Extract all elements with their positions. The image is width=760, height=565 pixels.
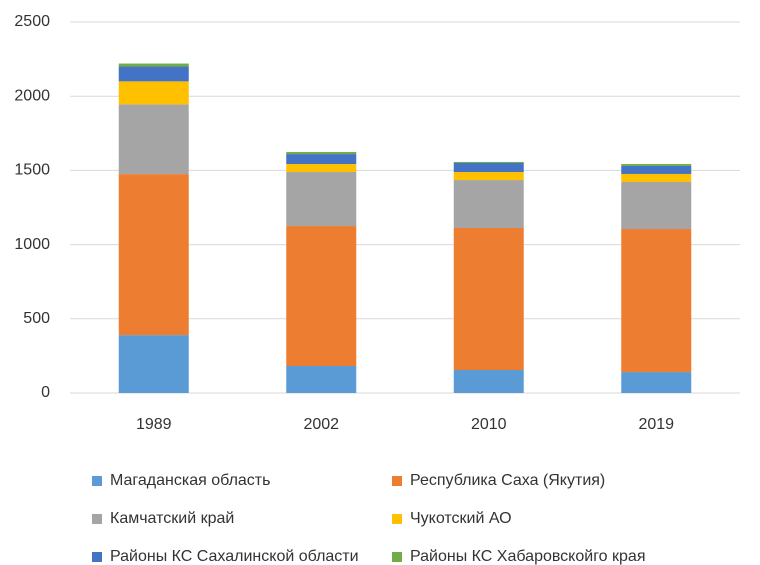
bar-segment <box>453 369 524 393</box>
bar-segment <box>118 81 189 105</box>
bar-segment <box>118 104 189 175</box>
bar-segment <box>286 164 357 173</box>
bar-segment <box>118 63 189 67</box>
bar-segment <box>286 365 357 393</box>
legend-label: Чукотский АО <box>410 510 512 527</box>
bar-segment <box>286 151 357 155</box>
y-tick-label: 1000 <box>14 236 50 253</box>
bar-segment <box>621 372 692 393</box>
bar-segment <box>286 154 357 165</box>
y-tick-label: 500 <box>23 310 50 327</box>
bar-segment <box>621 181 692 230</box>
legend-swatch <box>92 476 102 486</box>
bar-segment <box>621 164 692 166</box>
bar-segment <box>621 173 692 182</box>
y-tick-label: 2500 <box>14 13 50 30</box>
legend-swatch <box>392 514 402 524</box>
y-tick-label: 1500 <box>14 162 50 179</box>
x-tick-label: 1989 <box>136 416 172 433</box>
legend-label: Районы КС Сахалинской области <box>110 548 359 565</box>
bar-segment <box>286 172 357 227</box>
bar-segment <box>118 335 189 393</box>
y-tick-label: 2000 <box>14 87 50 104</box>
bar-segment <box>453 172 524 181</box>
legend-label: Районы КС Хабаровскойго края <box>410 548 645 565</box>
bar-segment <box>118 66 189 82</box>
x-tick-label: 2002 <box>303 416 339 433</box>
bar-segment <box>453 227 524 370</box>
legend-swatch <box>92 552 102 562</box>
bar-segment <box>118 174 189 336</box>
y-tick-label: 0 <box>41 384 50 401</box>
legend-label: Республика Саха (Якутия) <box>410 472 605 489</box>
bar-segment <box>621 165 692 174</box>
legend-swatch <box>392 476 402 486</box>
bar-segment <box>453 162 524 173</box>
bar-segment <box>286 226 357 366</box>
x-tick-label: 2010 <box>471 416 507 433</box>
x-tick-label: 2019 <box>638 416 674 433</box>
legend-label: Камчатский край <box>110 510 234 527</box>
legend-swatch <box>92 514 102 524</box>
bar-segment <box>621 229 692 373</box>
bar-segment <box>453 161 524 163</box>
legend-label: Магаданская область <box>110 472 270 489</box>
bar-segment <box>453 180 524 228</box>
legend-swatch <box>392 552 402 562</box>
